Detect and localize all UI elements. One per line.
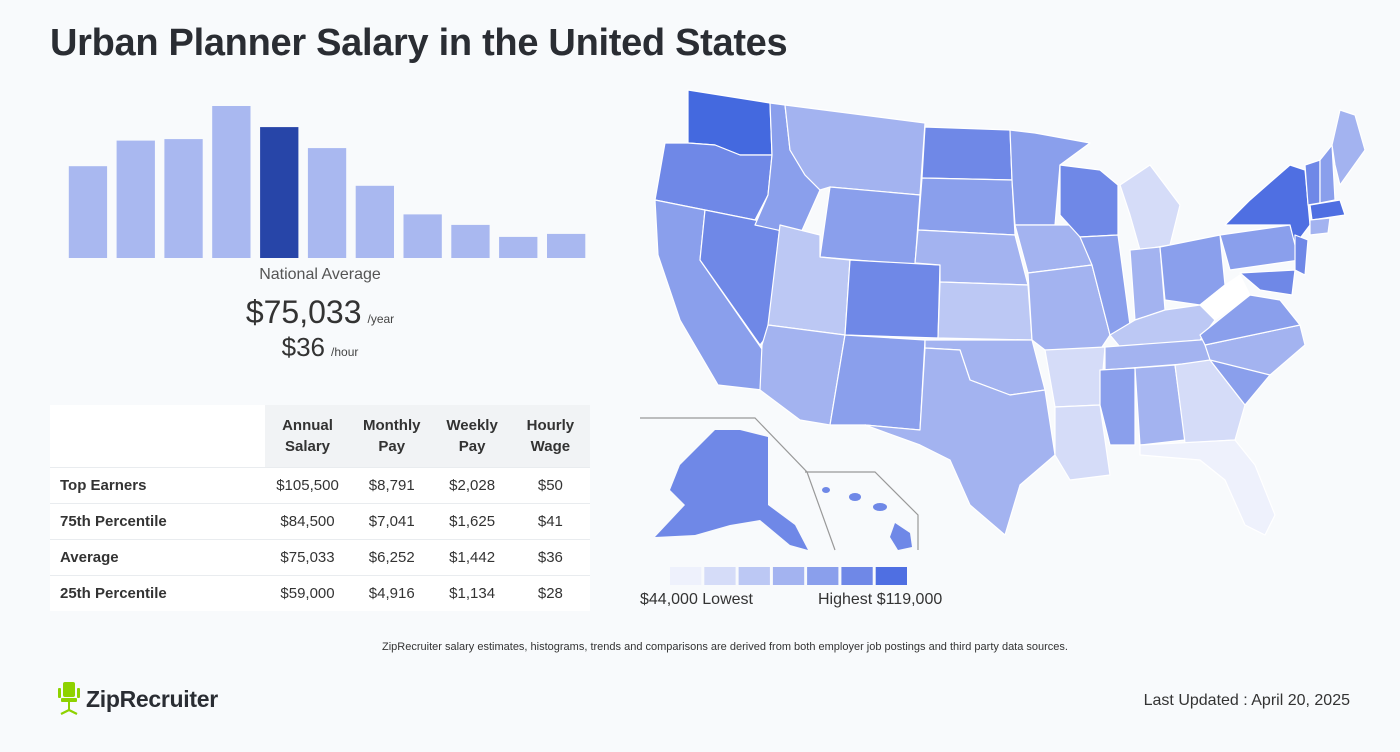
legend-swatch — [670, 567, 702, 585]
cell-annual: $75,033 — [265, 538, 351, 575]
histogram-bar — [307, 148, 347, 258]
histogram-bar — [260, 127, 299, 258]
state-michigan[interactable] — [1119, 164, 1181, 251]
cell-weekly: $1,625 — [433, 502, 511, 539]
row-label: 75th Percentile — [50, 502, 265, 539]
hawaii-island-a — [822, 487, 830, 493]
state-texas[interactable] — [864, 347, 1056, 536]
state-mississippi[interactable] — [1099, 367, 1136, 446]
us-salary-map — [640, 89, 1366, 551]
histogram-bar — [355, 185, 394, 258]
row-label: Average — [50, 538, 265, 575]
state-minnesota[interactable] — [1009, 129, 1091, 226]
cell-monthly: $8,791 — [350, 466, 434, 503]
legend-swatch — [807, 567, 839, 585]
histogram-bar — [212, 106, 251, 258]
annual-salary-unit: /year — [367, 312, 395, 326]
histogram-bar — [547, 233, 586, 258]
hawaii-inset-border — [805, 471, 919, 550]
table-header-blank — [50, 405, 265, 467]
table-header-annual: Annual Salary — [265, 405, 351, 467]
state-connecticut[interactable] — [1309, 217, 1331, 236]
logo-text: ZipRecruiter — [86, 685, 218, 712]
state-wyoming[interactable] — [819, 186, 921, 266]
table-header-monthly: Monthly Pay — [350, 405, 434, 467]
state-georgia[interactable] — [1174, 359, 1246, 444]
state-kansas[interactable] — [937, 281, 1033, 341]
state-louisiana[interactable] — [1054, 404, 1111, 481]
state-hawaii[interactable] — [822, 487, 912, 550]
table-header-hourly: Hourly Wage — [510, 405, 590, 467]
page-title: Urban Planner Salary in the United State… — [50, 22, 788, 64]
cell-weekly: $2,028 — [433, 466, 511, 503]
state-new-hampshire[interactable] — [1319, 144, 1336, 204]
cell-hourly: $36 — [510, 538, 590, 575]
table-header-row: Annual Salary Monthly Pay Weekly Pay Hou… — [50, 405, 590, 467]
hourly-salary-value: $36 — [281, 332, 326, 362]
legend-swatch — [772, 567, 805, 585]
annual-salary: $75,033/year — [50, 294, 590, 331]
cell-annual: $59,000 — [265, 574, 351, 611]
row-label: Top Earners — [50, 466, 265, 503]
table-row: Top Earners $105,500 $8,791 $2,028 $50 — [50, 466, 590, 503]
table-row: 25th Percentile $59,000 $4,916 $1,134 $2… — [50, 574, 590, 611]
state-florida[interactable] — [1139, 439, 1276, 536]
last-updated: Last Updated : April 20, 2025 — [1143, 692, 1350, 709]
footnote: ZipRecruiter salary estimates, histogram… — [382, 641, 1068, 653]
histogram-bar — [68, 166, 108, 258]
state-maryland[interactable] — [1239, 269, 1296, 296]
histogram-bar — [164, 139, 203, 258]
state-arkansas[interactable] — [1044, 346, 1106, 408]
cell-weekly: $1,442 — [433, 538, 511, 575]
state-alaska[interactable] — [655, 430, 808, 550]
state-colorado[interactable] — [844, 259, 941, 339]
histogram-bar — [116, 140, 155, 258]
histogram-bar — [499, 236, 538, 258]
table-header-weekly: Weekly Pay — [433, 405, 511, 467]
ziprecruiter-logo[interactable]: ZipRecruiter — [58, 682, 218, 716]
hawaii-big-island — [890, 523, 912, 550]
hawaii-island-c — [873, 503, 887, 511]
state-new-mexico[interactable] — [829, 334, 926, 431]
hourly-salary-unit: /hour — [331, 345, 359, 359]
cell-hourly: $50 — [510, 466, 590, 503]
row-label: 25th Percentile — [50, 574, 265, 611]
legend-swatch — [875, 567, 907, 585]
histogram-bar — [403, 214, 442, 258]
state-south-dakota[interactable] — [917, 177, 1016, 236]
state-vermont[interactable] — [1304, 159, 1321, 206]
legend-swatch — [738, 567, 770, 585]
state-north-dakota[interactable] — [921, 126, 1013, 181]
state-west-virginia[interactable] — [1199, 274, 1251, 321]
legend-swatch — [704, 567, 736, 585]
legend-swatch — [841, 567, 873, 585]
table-row: Average $75,033 $6,252 $1,442 $36 — [50, 538, 590, 575]
state-pennsylvania[interactable] — [1219, 224, 1301, 271]
cell-annual: $105,500 — [265, 466, 351, 503]
annual-salary-value: $75,033 — [245, 294, 362, 330]
legend-high-label: Highest $119,000 — [818, 591, 943, 608]
state-new-jersey[interactable] — [1294, 234, 1309, 276]
salary-table: Annual Salary Monthly Pay Weekly Pay Hou… — [50, 405, 590, 611]
cell-weekly: $1,134 — [433, 574, 511, 611]
table-row: 75th Percentile $84,500 $7,041 $1,625 $4… — [50, 502, 590, 539]
cell-hourly: $41 — [510, 502, 590, 539]
national-average-label: National Average — [259, 266, 381, 283]
legend-low-label: $44,000 Lowest — [640, 591, 753, 608]
state-indiana[interactable] — [1129, 246, 1166, 321]
histogram-bar — [451, 224, 490, 258]
cell-monthly: $7,041 — [350, 502, 434, 539]
cell-annual: $84,500 — [265, 502, 351, 539]
state-maine[interactable] — [1331, 109, 1366, 186]
cell-monthly: $6,252 — [350, 538, 434, 575]
state-massachusetts[interactable] — [1309, 199, 1346, 221]
hourly-salary: $36/hour — [50, 332, 590, 363]
map-legend — [670, 567, 907, 585]
cell-hourly: $28 — [510, 574, 590, 611]
chair-icon — [58, 682, 80, 715]
cell-monthly: $4,916 — [350, 574, 434, 611]
alaska-inset-border — [640, 417, 836, 551]
salary-histogram — [68, 106, 586, 258]
hawaii-island-b — [849, 493, 861, 501]
